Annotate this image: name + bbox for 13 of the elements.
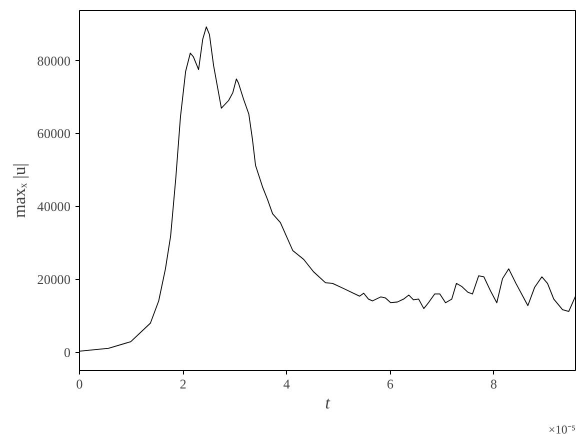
x-tick-label: 6 [386, 376, 394, 392]
x-axis-title: t [325, 394, 332, 412]
y-tick-label: 40000 [37, 199, 71, 214]
y-axis-title: maxₓ |u| [10, 163, 30, 218]
y-tick-label: 20000 [37, 272, 71, 287]
x-tick-label: 8 [490, 376, 498, 392]
text: ×10⁻⁵ [548, 422, 576, 434]
y-tick-label: 60000 [37, 126, 71, 142]
x-tick-label: 4 [283, 376, 290, 392]
x-tick-label: 2 [180, 376, 186, 392]
x-tick-label: 0 [76, 376, 84, 392]
y-tick-label: 80000 [37, 53, 71, 68]
y-tick-label: 0 [64, 344, 71, 360]
